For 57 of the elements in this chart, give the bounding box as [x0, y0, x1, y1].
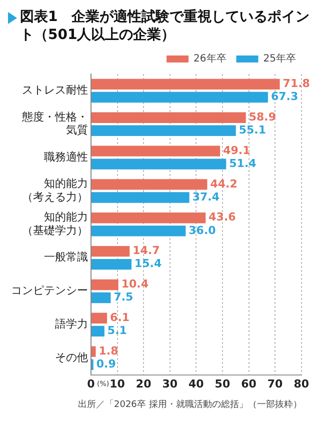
legend-label: 26年卒 [194, 52, 226, 65]
data-label: 15.4 [134, 257, 162, 270]
y-tick-label: 語学力 [55, 318, 88, 331]
y-tick-label: 知的能力（基礎学力） [22, 210, 88, 237]
y-tick-label: 一般常識 [44, 250, 88, 264]
x-tick-label: 0 [87, 377, 96, 390]
bar [92, 292, 111, 304]
bar [92, 346, 96, 357]
data-label: 58.9 [248, 110, 276, 124]
bar [92, 326, 104, 337]
data-label: 6.1 [110, 311, 130, 324]
data-label: 14.7 [132, 244, 160, 258]
data-label: 10.4 [121, 278, 149, 291]
data-label: 37.4 [192, 190, 220, 204]
y-tick-label: コンピテンシー [11, 284, 88, 298]
data-label: 43.6 [208, 210, 236, 224]
y-tick-label: 職務適性 [44, 150, 88, 164]
y-tick-label: 知的能力（考える力） [22, 177, 88, 204]
bar [92, 112, 246, 123]
bar [92, 146, 220, 156]
bar [92, 78, 280, 90]
x-tick-label: 60 [241, 377, 257, 390]
x-tick-label: 20 [136, 377, 152, 390]
bar [92, 125, 236, 136]
legend-label: 25年卒 [263, 52, 296, 65]
x-tick-label: 50 [214, 377, 230, 390]
data-label: 44.2 [210, 177, 238, 190]
chart-title: 図表1 企業が適性試験で重視しているポイント（501人以上の企業） [20, 8, 311, 44]
y-tick-label: ストレス耐性 [22, 84, 88, 97]
data-label: 5.1 [107, 324, 127, 338]
data-label: 49.1 [223, 144, 250, 157]
x-tick-label: 10 [110, 377, 126, 390]
data-label: 51.4 [229, 156, 257, 170]
data-label: 1.8 [98, 344, 118, 358]
bar [92, 258, 132, 270]
x-tick-label: 40 [188, 377, 204, 390]
bar [92, 192, 190, 203]
text: 出所／「2026卒 採用・就職活動の総括」（一部抜粋） [78, 398, 303, 411]
y-tick-label: その他 [55, 350, 88, 364]
bar [92, 279, 118, 290]
data-label: 55.1 [238, 124, 266, 137]
data-label: 71.8 [282, 77, 310, 90]
bar [92, 158, 226, 170]
data-label: 67.3 [270, 90, 298, 104]
x-tick-label: 80 [294, 377, 310, 390]
bar [92, 179, 208, 190]
y-tick-label: 態度・性格・気質 [21, 110, 88, 137]
bar [92, 246, 130, 257]
x-tick-label: 70 [267, 377, 284, 390]
bar [92, 312, 108, 324]
bar [92, 92, 268, 103]
data-label: 7.5 [114, 290, 134, 304]
x-tick-label: 30 [162, 377, 178, 390]
bar [92, 226, 186, 236]
bar [92, 212, 206, 224]
data-label: 0.9 [96, 357, 116, 370]
data-label: 36.0 [188, 224, 216, 237]
